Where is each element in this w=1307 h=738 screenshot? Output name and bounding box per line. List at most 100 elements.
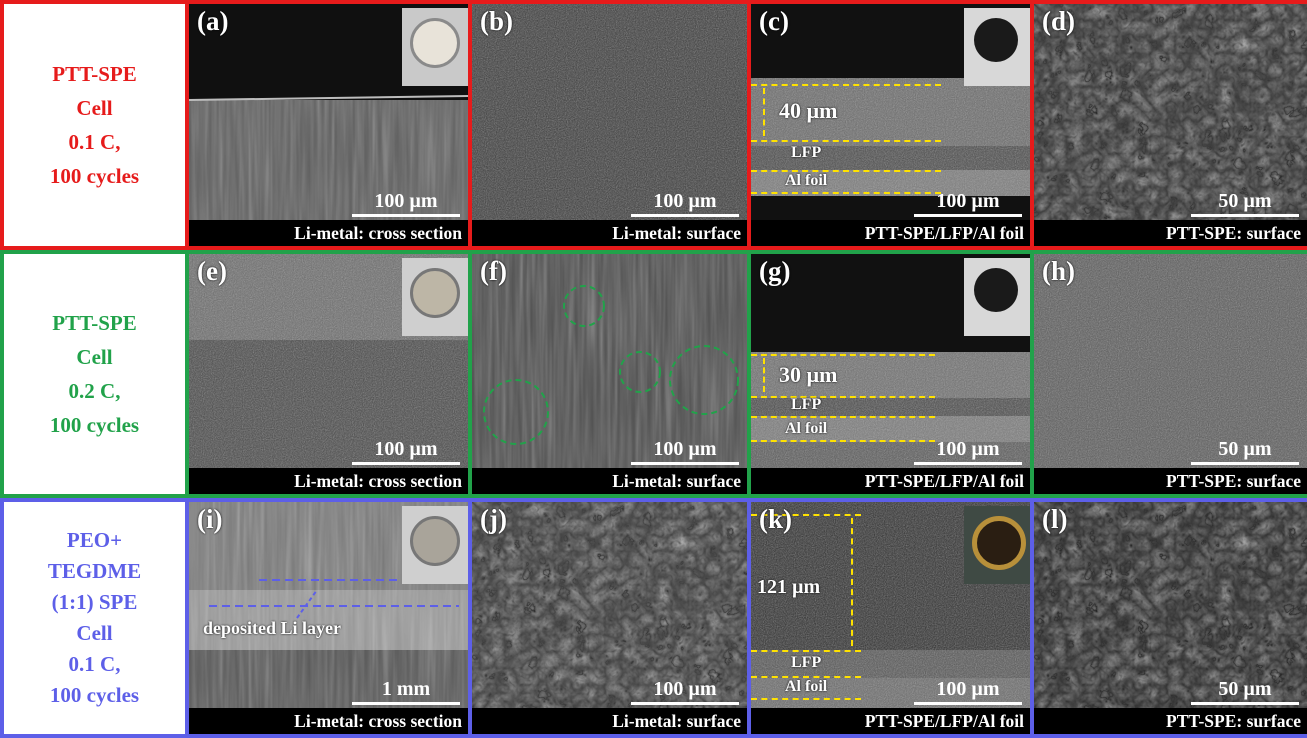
panel-e: (e) 100 µm Li-metal: cross section <box>185 254 468 494</box>
row-2-label-line: Cell <box>76 345 113 369</box>
scale-bar: 1 mm <box>352 678 460 705</box>
panel-h: (h) 50 µm PTT-SPE: surface <box>1030 254 1307 494</box>
row-1-label: PTT-SPE Cell 0.1 C, 100 cycles <box>4 4 185 246</box>
scale-label: 100 µm <box>936 438 1000 460</box>
panel-k: 121 µm LFP Al foil (k) 100 µm PTT-SPE/LF… <box>747 502 1030 734</box>
sem-image <box>1034 254 1307 494</box>
deposited-layer-label: deposited Li layer <box>203 618 341 638</box>
scale-label: 100 µm <box>653 678 717 700</box>
panel-tag: (h) <box>1042 256 1075 286</box>
row-1-label-line: Cell <box>76 96 113 120</box>
row-2: PTT-SPE Cell 0.2 C, 100 cycles (e) 100 µ… <box>0 250 1307 498</box>
scale-bar: 100 µm <box>914 190 1022 217</box>
coin-cell-photo <box>402 506 468 584</box>
panel-tag: (f) <box>480 256 507 286</box>
scale-bar: 50 µm <box>1191 438 1299 465</box>
panel-l: (l) 50 µm PTT-SPE: surface <box>1030 502 1307 734</box>
row-3-label-line: (1:1) SPE <box>51 590 138 614</box>
row-2-label-line: PTT-SPE <box>52 311 137 335</box>
scale-label: 100 µm <box>653 190 717 212</box>
panel-j: (j) 100 µm Li-metal: surface <box>468 502 747 734</box>
thickness-label: 121 µm <box>757 576 821 598</box>
panel-caption: Li-metal: cross section <box>189 708 468 734</box>
panel-tag: (k) <box>759 504 792 534</box>
row-3-label-line: Cell <box>76 621 113 645</box>
panel-f: (f) 100 µm Li-metal: surface <box>468 254 747 494</box>
panel-tag: (a) <box>197 6 229 36</box>
panel-caption: PTT-SPE: surface <box>1034 220 1307 246</box>
sem-image <box>472 4 747 246</box>
scale-bar: 50 µm <box>1191 190 1299 217</box>
scale-label: 1 mm <box>381 678 431 700</box>
scale-bar: 100 µm <box>631 190 739 217</box>
row-1-label-line: 0.1 C, <box>68 130 121 154</box>
panel-tag: (l) <box>1042 504 1068 534</box>
scale-bar: 50 µm <box>1191 678 1299 705</box>
lfp-label: LFP <box>791 144 822 161</box>
scale-bar: 100 µm <box>914 438 1022 465</box>
row-1: PTT-SPE Cell 0.1 C, 100 cycles (a) 100 µ… <box>0 0 1307 250</box>
panel-tag: (b) <box>480 6 513 36</box>
row-3-label-line: TEGDME <box>47 559 142 583</box>
panel-tag: (e) <box>197 256 227 286</box>
lfp-label: LFP <box>791 654 822 671</box>
row-2-label-line: 100 cycles <box>49 413 140 437</box>
coin-cell-photo <box>402 258 468 336</box>
panel-b: (b) 100 µm Li-metal: surface <box>468 4 747 246</box>
scale-bar: 100 µm <box>352 190 460 217</box>
row-1-label-line: 100 cycles <box>49 164 140 188</box>
al-foil-label: Al foil <box>785 420 828 437</box>
scale-bar: 100 µm <box>631 678 739 705</box>
sem-image <box>472 502 747 734</box>
panel-c: 40 µm LFP Al foil (c) 100 µm PTT-SPE/LFP… <box>747 4 1030 246</box>
panel-caption: Li-metal: surface <box>472 220 747 246</box>
panel-tag: (c) <box>759 6 789 36</box>
panel-caption: PTT-SPE: surface <box>1034 708 1307 734</box>
panel-tag: (g) <box>759 256 791 286</box>
row-3-label: PEO+ TEGDME (1:1) SPE Cell 0.1 C, 100 cy… <box>4 502 185 734</box>
panel-caption: PTT-SPE/LFP/Al foil <box>751 708 1030 734</box>
scale-bar: 100 µm <box>352 438 460 465</box>
scale-label: 100 µm <box>936 678 1000 700</box>
panel-caption: PTT-SPE/LFP/Al foil <box>751 220 1030 246</box>
panel-caption: PTT-SPE/LFP/Al foil <box>751 468 1030 494</box>
scale-label: 100 µm <box>653 438 717 460</box>
row-2-label-line: 0.2 C, <box>68 379 121 403</box>
panel-caption: Li-metal: surface <box>472 708 747 734</box>
row-3-label-line: 100 cycles <box>49 683 140 707</box>
sem-image <box>1034 502 1307 734</box>
scale-label: 50 µm <box>1218 438 1272 460</box>
sem-image <box>472 254 747 494</box>
scale-label: 100 µm <box>374 190 438 212</box>
row-2-label: PTT-SPE Cell 0.2 C, 100 cycles <box>4 254 185 494</box>
thickness-label: 40 µm <box>779 98 838 123</box>
panel-caption: Li-metal: cross section <box>189 220 468 246</box>
row-3-label-line: PEO+ <box>66 528 123 552</box>
scale-bar: 100 µm <box>631 438 739 465</box>
al-foil-label: Al foil <box>785 172 828 189</box>
panel-caption: Li-metal: surface <box>472 468 747 494</box>
panel-a: (a) 100 µm Li-metal: cross section <box>185 4 468 246</box>
row-1-label-line: PTT-SPE <box>52 62 137 86</box>
scale-bar: 100 µm <box>914 678 1022 705</box>
panel-caption: Li-metal: cross section <box>189 468 468 494</box>
thickness-label: 30 µm <box>779 362 838 387</box>
scale-label: 50 µm <box>1218 678 1272 700</box>
al-foil-label: Al foil <box>785 678 828 695</box>
coin-cell-photo <box>964 506 1030 584</box>
scale-label: 50 µm <box>1218 190 1272 212</box>
scale-label: 100 µm <box>936 190 1000 212</box>
panel-tag: (j) <box>480 504 507 534</box>
panel-tag: (i) <box>197 504 223 534</box>
panel-d: (d) 50 µm PTT-SPE: surface <box>1030 4 1307 246</box>
coin-cell-photo <box>964 258 1030 336</box>
panel-tag: (d) <box>1042 6 1075 36</box>
coin-cell-photo <box>402 8 468 86</box>
row-3-label-line: 0.1 C, <box>68 652 121 676</box>
panel-g: 30 µm LFP Al foil (g) 100 µm PTT-SPE/LFP… <box>747 254 1030 494</box>
panel-caption: PTT-SPE: surface <box>1034 468 1307 494</box>
lfp-label: LFP <box>791 396 822 413</box>
sem-image <box>1034 4 1307 246</box>
panel-i: deposited Li layer (i) 1 mm Li-metal: cr… <box>185 502 468 734</box>
row-3: PEO+ TEGDME (1:1) SPE Cell 0.1 C, 100 cy… <box>0 498 1307 738</box>
